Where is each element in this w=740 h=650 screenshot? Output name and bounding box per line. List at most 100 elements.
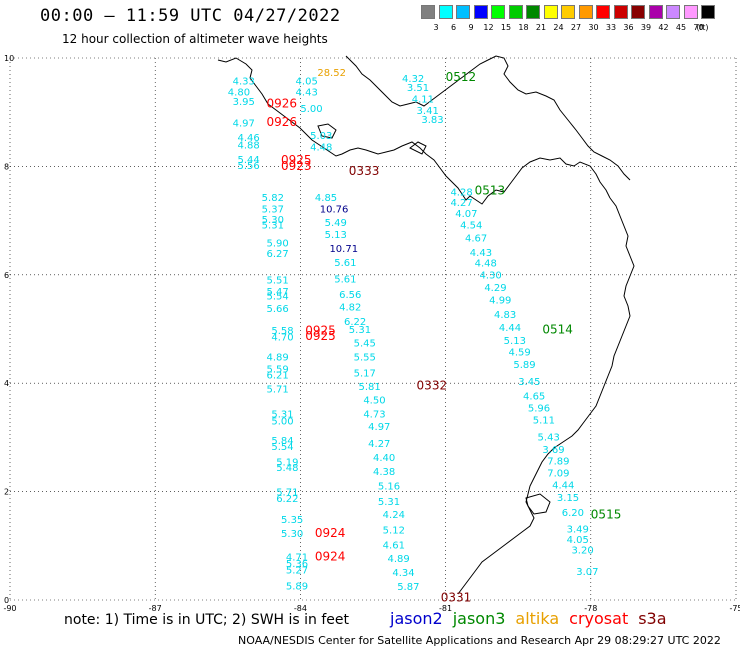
swh-value-label: 4.70 xyxy=(271,332,293,343)
color-scale-label: 24 xyxy=(553,23,564,32)
color-scale-swatch xyxy=(491,5,505,19)
swh-value-label: 3.41 xyxy=(417,106,439,117)
swh-value-label: 3.20 xyxy=(571,545,593,556)
swh-value-label: 4.50 xyxy=(363,395,385,406)
lon-tick-label: -90 xyxy=(3,604,16,613)
swh-value-label: 4.59 xyxy=(509,348,531,359)
swh-value-label: 4.05 xyxy=(567,535,589,546)
footer-credit: NOAA/NESDIS Center for Satellite Applica… xyxy=(238,634,721,647)
color-scale-label: 45 xyxy=(675,23,687,32)
color-scale-swatch xyxy=(561,5,575,19)
swh-value-label: 4.46 xyxy=(237,133,259,144)
color-scale-swatch xyxy=(596,5,610,19)
lon-tick-label: -81 xyxy=(439,604,452,613)
color-scale-label: 36 xyxy=(623,23,634,32)
swh-value-label: 7.09 xyxy=(547,468,569,479)
swh-value-label: 5.00 xyxy=(300,104,322,115)
swh-value-label: 4.97 xyxy=(233,118,255,129)
swh-value-label: 4.65 xyxy=(523,391,545,402)
swh-value-label: 5.03 xyxy=(310,131,332,142)
lon-tick-label: -84 xyxy=(294,604,307,613)
swh-value-label: 5.54 xyxy=(267,292,289,303)
color-scale-label: 39 xyxy=(640,23,652,32)
coastline-colombia-ecuador xyxy=(457,197,635,595)
coastline-caribbean-north xyxy=(345,55,631,181)
satellite-legend: jason2 jason3 altika cryosat s3a xyxy=(390,609,677,628)
swh-value-label: 3.45 xyxy=(518,377,540,388)
color-scale-label: 70 xyxy=(693,23,704,32)
color-scale-label: 18 xyxy=(518,23,529,32)
swh-value-label: 4.73 xyxy=(363,409,385,420)
legend-cryosat: cryosat xyxy=(569,609,629,628)
lat-tick-label: 2 xyxy=(4,488,9,497)
color-scale-label: 6 xyxy=(450,23,457,32)
color-scale-swatch xyxy=(578,5,593,19)
swh-value-label: 4.43 xyxy=(470,248,492,259)
pass-time-label: 0515 xyxy=(591,508,622,522)
swh-value-label: 5.58 xyxy=(271,326,293,337)
swh-value-label: 4.38 xyxy=(373,467,395,478)
swh-value-label: 4.88 xyxy=(237,141,259,152)
color-scale-swatch xyxy=(701,5,715,19)
swh-value-label: 5.36 xyxy=(286,559,308,570)
swh-value-label: 5.31 xyxy=(378,497,400,508)
swh-value-label: 6.56 xyxy=(339,290,361,301)
swh-value-label: 5.55 xyxy=(354,352,376,363)
legend-altika: altika xyxy=(515,609,560,628)
swh-value-label: 5.30 xyxy=(262,215,284,226)
swh-value-label: 4.48 xyxy=(475,259,497,270)
swh-value-label: 4.82 xyxy=(339,303,361,314)
swh-value-label: 5.51 xyxy=(267,275,289,286)
axis-tick-labels: -90 -87 -84 -81 -78 -75 0 2 4 6 8 10 xyxy=(3,54,740,613)
color-scale-label: 42 xyxy=(658,23,669,32)
swh-value-label: 5.43 xyxy=(538,433,560,444)
footer-note: note: 1) Time is in UTC; 2) SWH is in fe… xyxy=(64,612,350,628)
swh-value-label: 5.35 xyxy=(281,515,303,526)
wave-height-labels: 28.524.054.334.80 4.433.955.004.975.034.4… xyxy=(228,68,599,593)
swh-value-label: 5.13 xyxy=(325,230,347,241)
page-title: 00:00 – 11:59 UTC 04/27/2022 xyxy=(40,6,341,26)
swh-value-label: 5.45 xyxy=(354,338,376,349)
lat-tick-label: 4 xyxy=(4,379,9,388)
swh-value-label: 5.30 xyxy=(281,529,303,540)
swh-value-label: 6.27 xyxy=(267,249,289,260)
pass-time-label: 0926 xyxy=(267,96,298,110)
swh-value-label: 5.66 xyxy=(267,304,289,315)
swh-value-label: 5.54 xyxy=(271,442,293,453)
swh-value-label: 5.27 xyxy=(286,565,308,576)
swh-value-label: 5.12 xyxy=(383,525,405,536)
swh-value-label: 4.29 xyxy=(484,283,506,294)
color-scale-swatch xyxy=(631,5,645,19)
swh-value-label: 5.31 xyxy=(262,221,284,232)
swh-value-label: 4.67 xyxy=(465,234,487,245)
pass-time-label: 0333 xyxy=(349,164,380,178)
swh-value-label: 5.00 xyxy=(271,416,293,427)
color-scale-label: 27 xyxy=(570,23,582,32)
swh-value-label: 4.44 xyxy=(499,323,521,334)
swh-value-label: 5.19 xyxy=(276,458,298,469)
swh-value-label: 5.84 xyxy=(271,436,293,447)
legend-jason3: jason3 xyxy=(452,609,506,628)
lat-tick-label: 6 xyxy=(4,271,9,280)
color-scale-label: 9 xyxy=(468,23,474,32)
swh-value-label: 5.82 xyxy=(262,193,284,204)
pass-time-label: 0925 xyxy=(305,323,336,337)
color-scale-swatch xyxy=(526,5,540,19)
color-scale-swatch xyxy=(473,5,488,19)
swh-value-label: 5.31 xyxy=(349,325,371,336)
swh-value-label: 5.16 xyxy=(378,481,400,492)
color-scale-label: 12 xyxy=(483,23,494,32)
swh-value-label: 6.21 xyxy=(267,370,289,381)
swh-value-label: 5.59 xyxy=(267,364,289,375)
swh-value-label: 10.76 xyxy=(320,204,349,215)
swh-value-label: 4.11 xyxy=(412,94,434,105)
pass-time-label: 0923 xyxy=(281,159,312,173)
swh-value-label: 5.71 xyxy=(276,487,298,498)
swh-value-label: 4.89 xyxy=(267,352,289,363)
swh-value-label: 3.49 xyxy=(567,524,589,535)
color-scale-label: 3 xyxy=(433,23,439,32)
swh-value-label: 4.61 xyxy=(383,541,405,552)
swh-value-label: 4.44 xyxy=(552,480,574,491)
